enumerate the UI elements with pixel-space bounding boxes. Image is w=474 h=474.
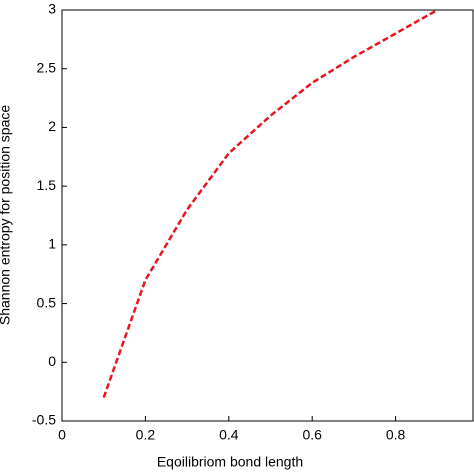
x-tick-label: 0 [58,427,66,443]
plot-frame [61,9,474,422]
x-tick-label: 0.2 [136,427,156,443]
x-tick-label: 0.6 [302,427,322,443]
y-tick-label: 0.5 [37,294,57,310]
y-axis-label: Shannon entropy for position space [0,105,13,325]
y-tick-label: -0.5 [32,412,56,428]
y-tick-label: 0 [48,353,56,369]
x-axis-label: Eqoilibriom bond length [157,454,303,470]
x-tick-label: 0.8 [386,427,406,443]
data-line [102,8,438,398]
y-tick-label: 1 [48,236,56,252]
y-tick-label: 2 [48,118,56,134]
y-tick-label: 2.5 [37,59,57,75]
x-tick-label: 0.4 [219,427,239,443]
y-tick-label: 1.5 [37,177,57,193]
y-tick-label: 3 [48,1,56,17]
